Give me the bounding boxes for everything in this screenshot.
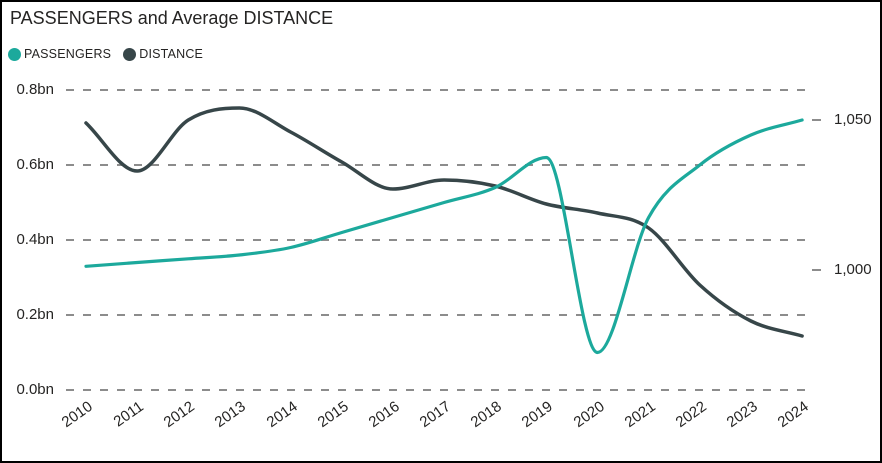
legend-item-distance[interactable]: DISTANCE — [123, 47, 203, 61]
distance-line[interactable] — [84, 106, 804, 338]
passengers-series-swatch-icon — [8, 47, 21, 61]
legend-label-distance: DISTANCE — [139, 47, 204, 61]
passengers-line[interactable] — [84, 118, 804, 355]
y-axis-label-right: 1,000 — [834, 261, 872, 278]
y-axis-label-left: 0.8bn — [16, 81, 54, 98]
chart-title: PASSENGERS and Average DISTANCE — [10, 8, 334, 28]
legend-item-passengers[interactable]: PASSENGERS — [8, 47, 111, 61]
y-axis-label-left: 0.4bn — [16, 231, 54, 248]
legend-label-passengers: PASSENGERS — [24, 47, 112, 61]
y-axis-label-left: 0.6bn — [16, 156, 54, 173]
y-axis-label-left: 0.2bn — [16, 306, 54, 323]
distance-series-swatch-icon — [123, 47, 137, 61]
y-axis-label-left: 0.0bn — [16, 381, 54, 398]
y-axis-label-right: 1,050 — [834, 111, 872, 128]
legend: PASSENGERS DISTANCE — [8, 46, 203, 62]
